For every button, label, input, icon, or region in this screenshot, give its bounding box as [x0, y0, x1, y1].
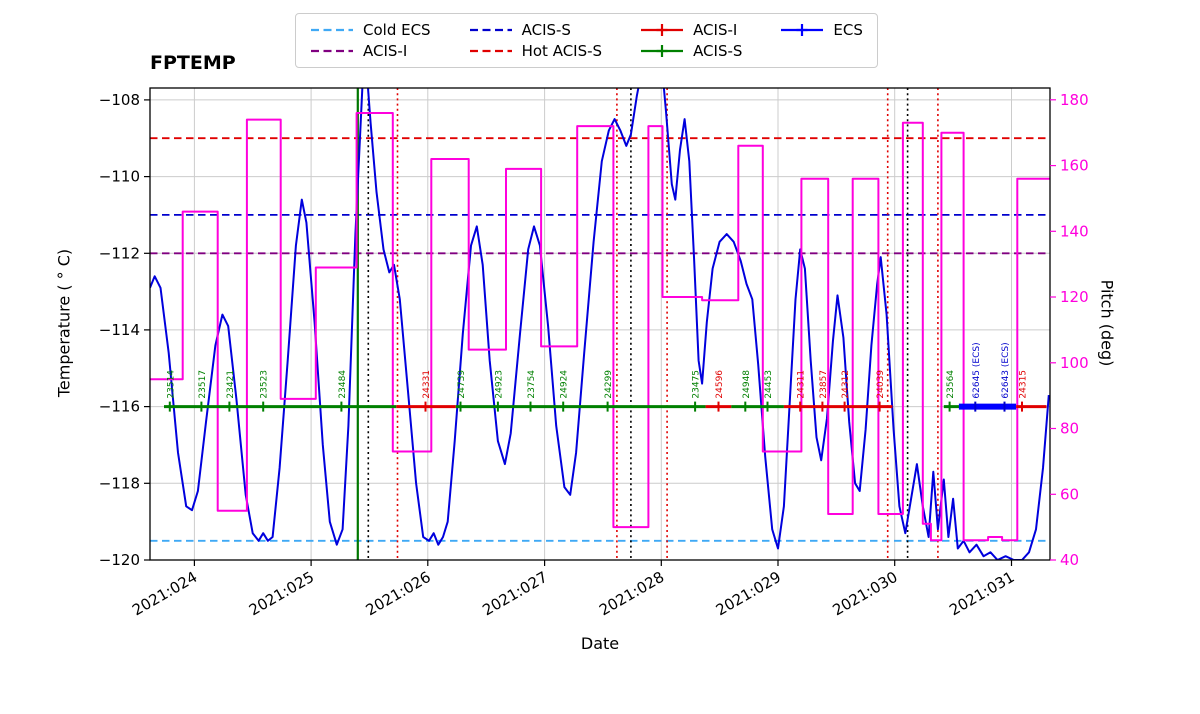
obsid-label: 24596	[715, 370, 725, 399]
legend-item: ACIS-S	[469, 21, 602, 39]
obsid-label: 23523	[260, 370, 270, 399]
obsid-label: 24739	[457, 370, 467, 399]
legend-label: ECS	[833, 21, 863, 39]
y2-tick-label: 120	[1060, 288, 1089, 306]
obsid-label: 24924	[560, 370, 570, 399]
legend-item: ECS	[780, 21, 863, 39]
y-tick-label: −116	[99, 398, 140, 416]
x-tick-label: 2021:030	[829, 568, 900, 620]
x-tick-label: 2021:026	[363, 568, 434, 620]
y2-tick-label: 80	[1060, 420, 1079, 438]
obsid-label: 23484	[338, 370, 348, 399]
obsid-label: 24039	[876, 370, 886, 399]
obsid-label: 24331	[422, 370, 432, 399]
obsid-label: 24315	[1019, 370, 1029, 399]
x-axis: 2021:024 2021:025 2021:026 2021:027 2021:028…	[129, 560, 1018, 620]
legend-label: Cold ECS	[363, 21, 431, 39]
y2-tick-label: 100	[1060, 354, 1089, 372]
plot-area: 23514 23517 23421 23523 23484 24331 24739 24923…	[99, 87, 1089, 619]
obsid-label: 62643 (ECS)	[1001, 342, 1011, 398]
obsid-label: 23564	[946, 370, 956, 399]
y-axis: −108 −110 −112 −114 −116 −118 −120	[99, 91, 150, 569]
x-tick-label: 2021:028	[596, 568, 667, 620]
legend-label: Hot ACIS-S	[521, 42, 603, 60]
x-tick-label: 2021:029	[713, 568, 784, 620]
obsid-label: 23857	[819, 370, 829, 399]
legend-line-sample	[311, 28, 353, 32]
y-tick-label: −110	[99, 168, 140, 186]
x-tick-label: 2021:024	[129, 568, 200, 620]
legend-line-sample	[781, 24, 824, 36]
legend-item: Cold ECS	[310, 21, 431, 39]
chart-title: FPTEMP	[150, 52, 236, 74]
obsid-label: 23421	[226, 370, 236, 399]
obsid-label: 62645 (ECS)	[972, 342, 982, 398]
obsid-label: 24312	[841, 370, 851, 399]
legend-line-sample	[469, 49, 512, 53]
x-tick-label: 2021:025	[246, 568, 317, 620]
x-tick-label: 2021:031	[946, 568, 1017, 620]
obsid-label: 24923	[494, 370, 504, 399]
series-fptemp	[150, 88, 1050, 560]
obsid-label: 23475	[692, 370, 702, 399]
obsid-label: 24453	[764, 370, 774, 399]
y2-axis: 180 160 140 120 100 80 60 40	[1050, 91, 1089, 569]
plot-frame	[149, 87, 1051, 561]
y2-tick-label: 140	[1060, 222, 1089, 240]
legend-item: ACIS-S	[640, 42, 742, 60]
obsid-label: 24299	[604, 370, 614, 399]
legend-item: ACIS-I	[310, 42, 431, 60]
legend-item: ACIS-I	[640, 21, 742, 39]
obsid-label: 24948	[742, 370, 752, 399]
legend-label: ACIS-I	[693, 21, 738, 39]
y-tick-label: −112	[99, 244, 140, 262]
obsid-label: 23514	[166, 370, 176, 399]
y2-tick-label: 40	[1060, 551, 1079, 569]
legend-line-sample	[311, 49, 353, 53]
obsid-label: 23517	[198, 370, 208, 399]
legend-line-sample	[469, 28, 512, 32]
legend-line-sample	[641, 45, 684, 57]
legend-label: ACIS-S	[521, 21, 571, 39]
legend-label: ACIS-I	[363, 42, 408, 60]
legend: Cold ECS ACIS-S ACIS-I ECS ACIS-I Hot ACIS-S A…	[295, 13, 878, 68]
y-tick-label: −118	[99, 474, 140, 492]
y-tick-label: −108	[99, 91, 140, 109]
x-tick-label: 2021:027	[479, 568, 550, 620]
y-tick-label: −114	[99, 321, 140, 339]
legend-line-sample	[641, 24, 684, 36]
legend-label: ACIS-S	[693, 42, 743, 60]
y2-tick-label: 160	[1060, 157, 1089, 175]
y-axis-label: Temperature ( ° C)	[54, 248, 74, 398]
y2-axis-label: Pitch (deg)	[1097, 279, 1117, 367]
legend-item: Hot ACIS-S	[469, 42, 602, 60]
x-axis-label: Date	[580, 634, 620, 653]
y2-tick-label: 60	[1060, 485, 1079, 503]
obsid-label: 24311	[797, 370, 807, 399]
obsid-label: 23754	[527, 370, 537, 399]
y2-tick-label: 180	[1060, 91, 1089, 109]
series-pitch	[150, 112, 1050, 542]
obsid-timeline: 23514 23517 23421 23523 23484 24331 24739 24923…	[164, 342, 1047, 412]
grid	[150, 88, 1050, 561]
y-tick-label: −120	[99, 551, 140, 569]
